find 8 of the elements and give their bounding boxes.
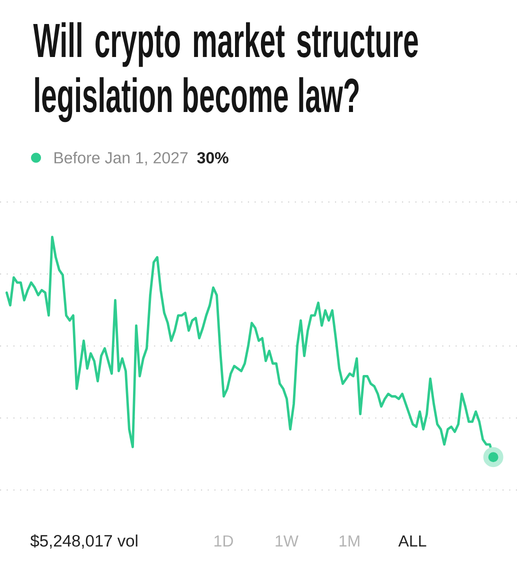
legend-label: Before Jan 1, 2027 xyxy=(54,152,188,166)
text: ALL xyxy=(398,535,426,546)
text: 1W xyxy=(276,535,298,546)
text: 30% xyxy=(197,152,228,164)
text: $5,248,017 vol xyxy=(30,534,138,549)
text: 1M xyxy=(340,535,360,546)
text: 1D xyxy=(214,535,233,546)
chart-title: Will crypto market structure legislation become law? xyxy=(33,22,418,122)
